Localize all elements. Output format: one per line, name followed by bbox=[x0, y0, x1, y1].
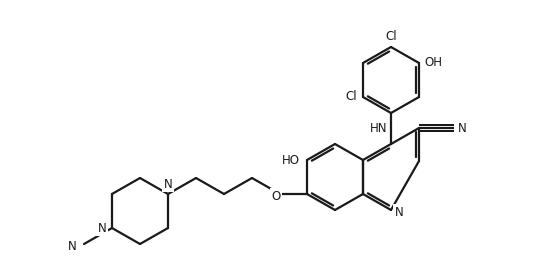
Text: O: O bbox=[272, 189, 281, 203]
Text: OH: OH bbox=[424, 57, 442, 70]
Text: N: N bbox=[164, 177, 172, 191]
Text: HO: HO bbox=[282, 153, 300, 167]
Text: N: N bbox=[98, 221, 106, 235]
Text: N: N bbox=[68, 241, 76, 254]
Text: Cl: Cl bbox=[345, 91, 357, 103]
Text: HN: HN bbox=[370, 122, 388, 135]
Text: Cl: Cl bbox=[385, 31, 397, 43]
Text: N: N bbox=[395, 206, 403, 218]
Text: N: N bbox=[458, 121, 467, 135]
